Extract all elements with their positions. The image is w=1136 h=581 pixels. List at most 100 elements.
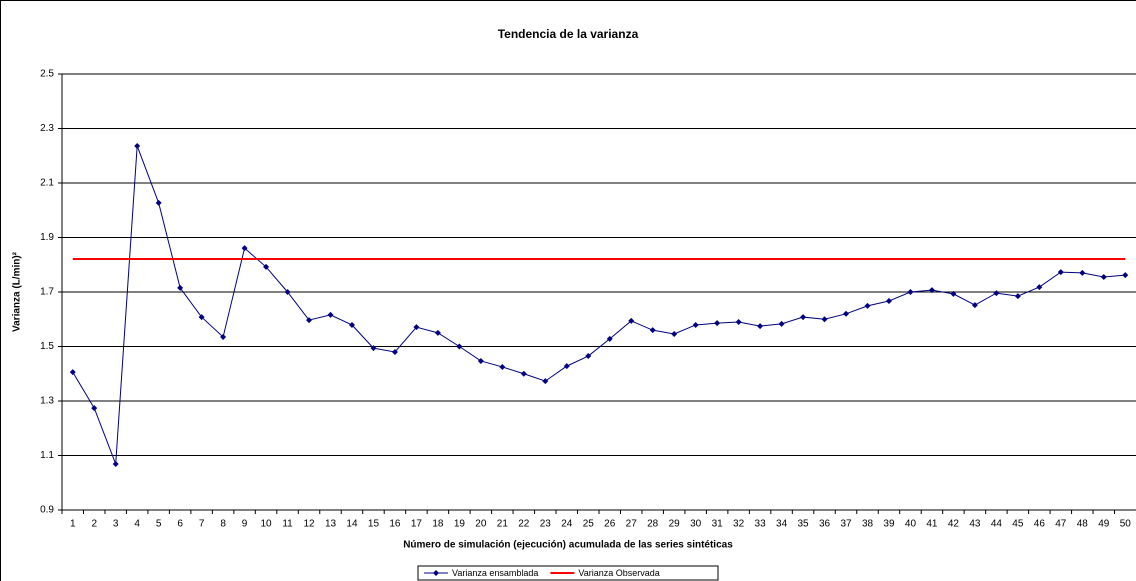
marker (649, 327, 656, 334)
legend-marker (433, 570, 439, 576)
marker (327, 311, 334, 318)
marker (1036, 284, 1043, 291)
x-tick-label: 39 (883, 519, 895, 530)
y-tick-label: 1.9 (40, 232, 54, 243)
x-tick-label: 10 (260, 519, 272, 530)
marker (821, 316, 828, 323)
x-tick-label: 42 (948, 519, 960, 530)
x-tick-label: 27 (626, 519, 638, 530)
marker (1057, 269, 1064, 276)
x-tick-label: 22 (518, 519, 530, 530)
marker (1079, 269, 1086, 276)
x-tick-label: 32 (733, 519, 745, 530)
y-tick-label: 1.7 (40, 287, 54, 298)
marker (370, 345, 377, 352)
marker (520, 370, 527, 377)
marker (220, 333, 227, 340)
x-tick-label: 12 (303, 519, 315, 530)
marker (757, 323, 764, 330)
x-tick-label: 29 (669, 519, 681, 530)
marker (391, 348, 398, 355)
x-tick-label: 18 (432, 519, 444, 530)
x-tick-label: 26 (604, 519, 616, 530)
x-tick-label: 34 (776, 519, 788, 530)
marker (284, 289, 291, 295)
marker (69, 369, 76, 376)
x-tick-label: 35 (797, 519, 809, 530)
x-tick-label: 14 (346, 519, 358, 530)
x-tick-label: 3 (113, 519, 119, 530)
x-tick-label: 15 (368, 519, 380, 530)
marker (585, 353, 592, 360)
x-tick-label: 25 (583, 519, 595, 530)
marker (628, 317, 635, 324)
x-tick-label: 41 (926, 519, 938, 530)
marker (1100, 274, 1107, 281)
marker (241, 245, 248, 252)
marker (112, 460, 119, 467)
marker (671, 330, 678, 337)
x-tick-label: 38 (862, 519, 874, 530)
x-tick-label: 40 (905, 519, 917, 530)
legend-label: Varianza Observada (578, 568, 659, 578)
x-axis-label: Número de simulación (ejecución) acumula… (403, 540, 733, 551)
x-tick-label: 16 (389, 519, 401, 530)
marker (1122, 272, 1129, 279)
marker (263, 263, 270, 270)
x-tick-label: 31 (712, 519, 724, 530)
x-tick-label: 36 (819, 519, 831, 530)
y-tick-label: 1.1 (40, 450, 54, 461)
marker (177, 284, 184, 291)
x-tick-label: 49 (1098, 519, 1110, 530)
x-tick-label: 20 (475, 519, 487, 530)
x-tick-label: 21 (497, 519, 509, 530)
x-tick-label: 2 (91, 519, 97, 530)
marker (993, 290, 1000, 297)
y-axis-label: Varianza (L/min)² (12, 251, 23, 332)
marker (714, 320, 721, 327)
x-tick-label: 37 (840, 519, 852, 530)
y-tick-label: 2.1 (40, 178, 54, 189)
marker (434, 329, 441, 336)
marker (864, 302, 871, 309)
x-tick-label: 11 (282, 519, 293, 530)
x-tick-label: 48 (1077, 519, 1089, 530)
x-tick-label: 7 (199, 519, 205, 530)
legend-label: Varianza ensamblada (452, 568, 538, 578)
marker (348, 321, 355, 328)
x-tick-label: 24 (561, 519, 573, 530)
y-tick-label: 2.3 (40, 123, 54, 134)
marker (499, 363, 506, 370)
marker (907, 289, 914, 295)
x-tick-label: 50 (1120, 519, 1132, 530)
x-tick-label: 4 (134, 519, 140, 530)
marker (692, 321, 699, 328)
marker (155, 199, 162, 206)
marker (950, 290, 957, 297)
marker (456, 343, 463, 350)
x-tick-label: 5 (156, 519, 162, 530)
marker (563, 363, 570, 370)
marker (800, 314, 807, 321)
x-tick-label: 43 (969, 519, 981, 530)
marker (413, 324, 420, 331)
marker (477, 357, 484, 364)
x-tick-label: 8 (220, 519, 226, 530)
x-tick-label: 46 (1034, 519, 1046, 530)
x-tick-label: 1 (70, 519, 76, 530)
x-tick-label: 44 (991, 519, 1003, 530)
marker (91, 405, 98, 412)
y-tick-label: 0.9 (40, 505, 54, 516)
x-tick-label: 9 (242, 519, 248, 530)
y-tick-label: 1.3 (40, 396, 54, 407)
marker (885, 297, 892, 304)
x-tick-label: 28 (647, 519, 659, 530)
marker (843, 310, 850, 317)
marker (1014, 293, 1021, 300)
marker (134, 142, 141, 149)
marker (735, 318, 742, 325)
marker (542, 378, 549, 385)
x-tick-label: 30 (690, 519, 702, 530)
